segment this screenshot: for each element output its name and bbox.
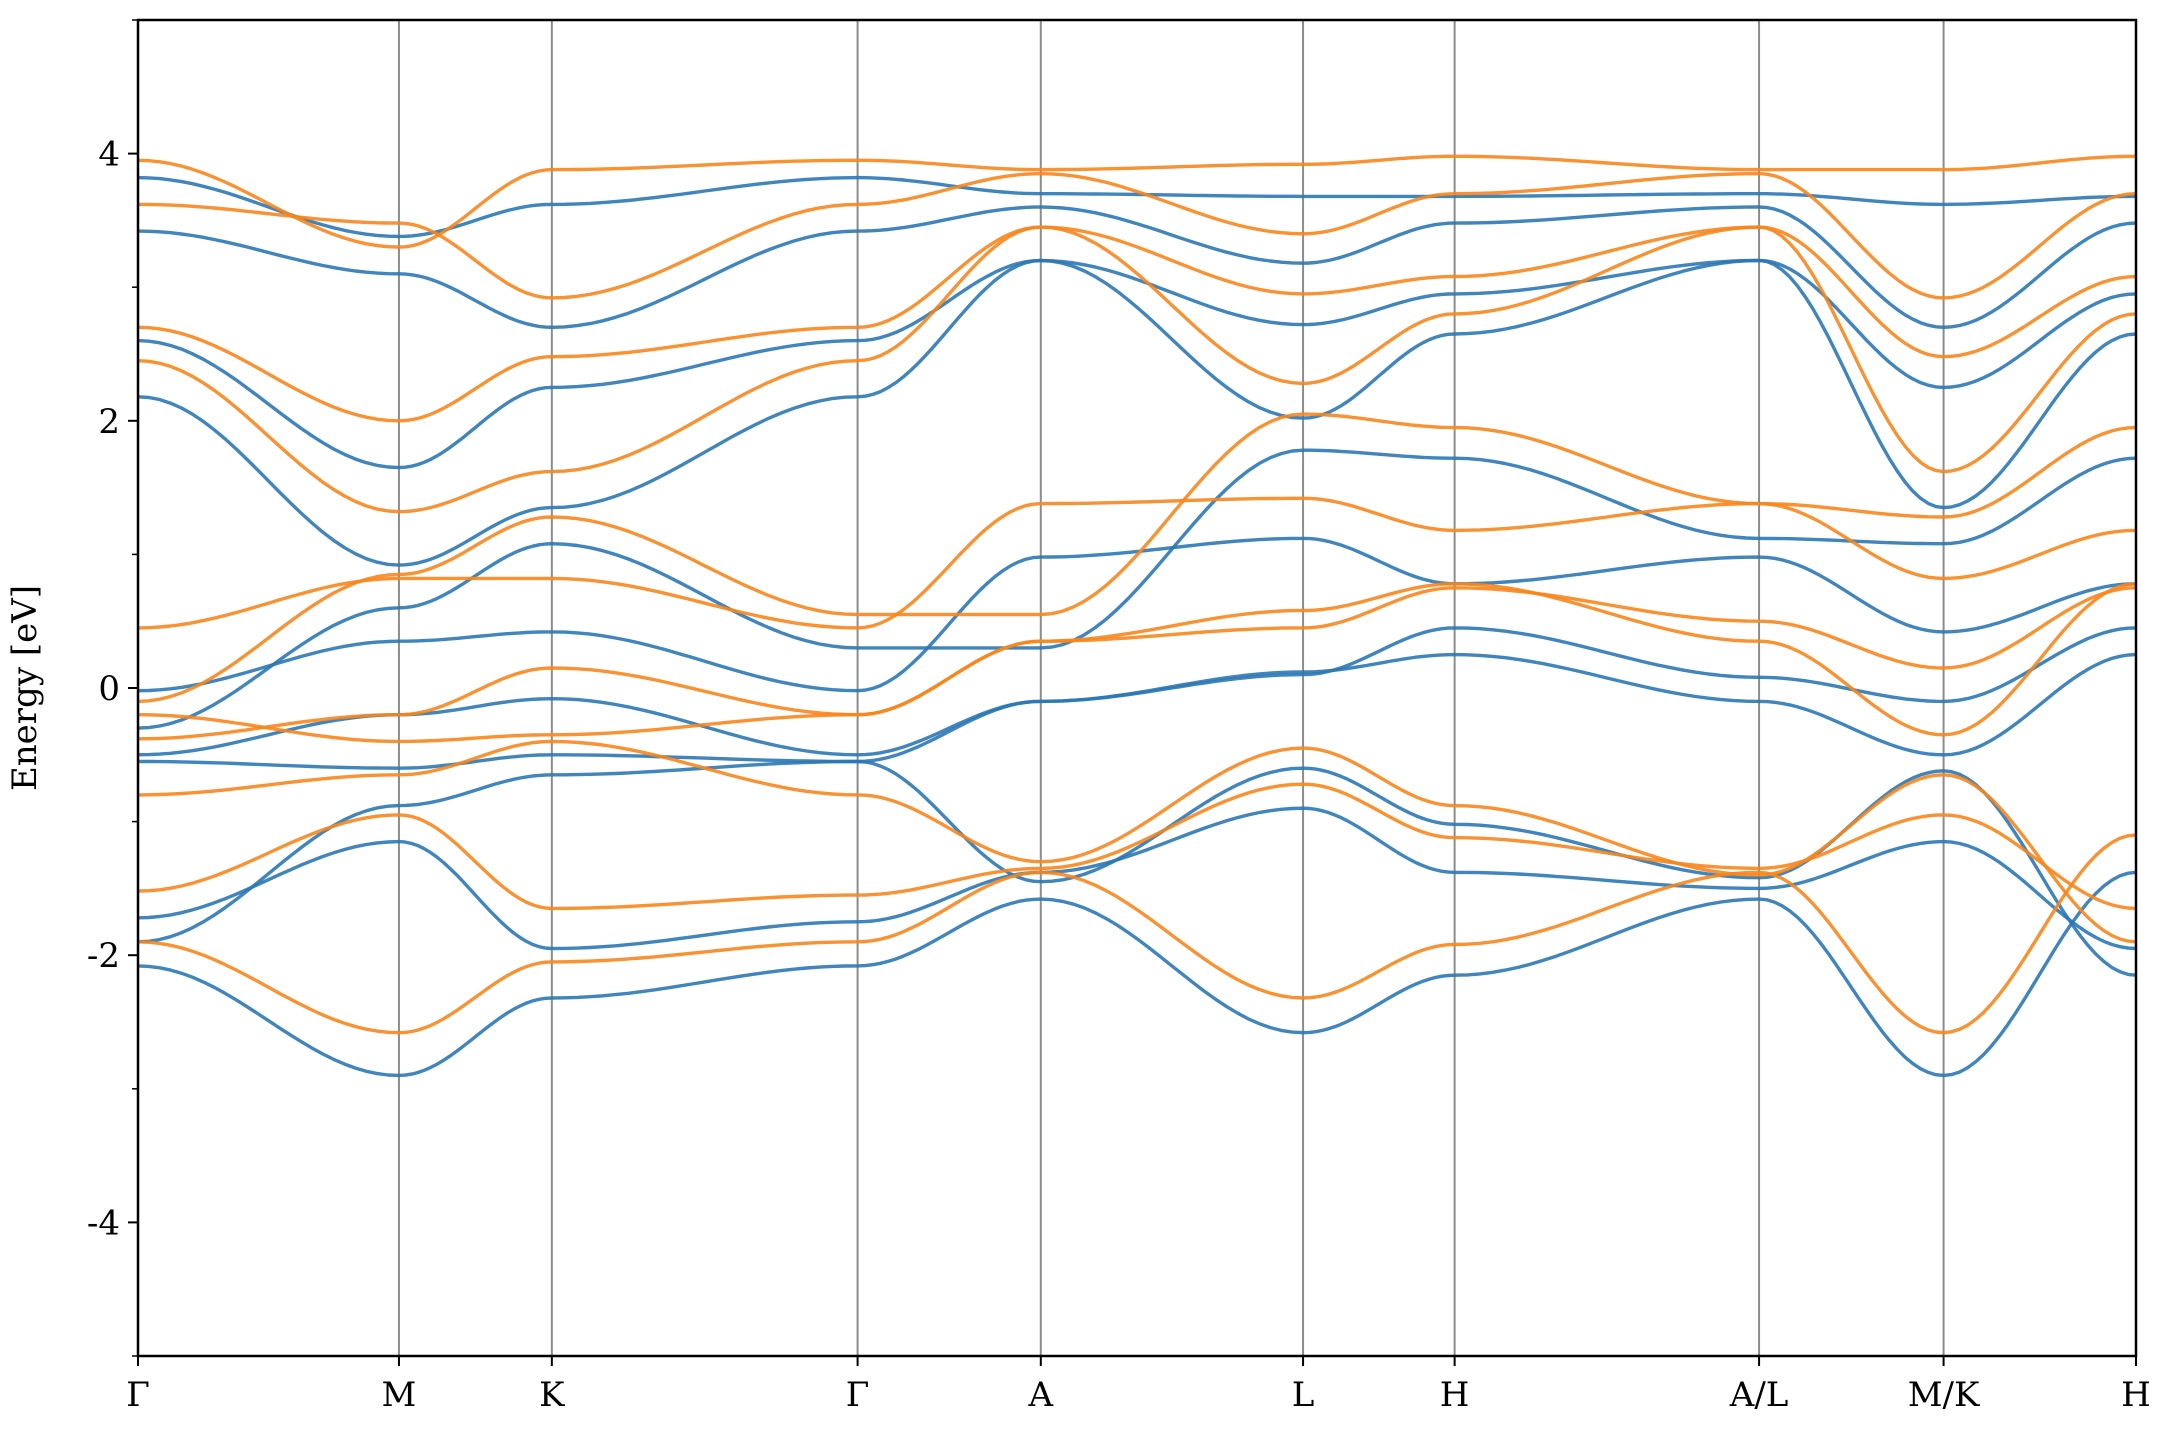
band-line [138,759,2136,977]
band-lines [138,154,2136,1078]
y-axis: -4 -2 0 2 4 [87,19,138,1357]
band-line [138,205,2136,329]
y-tick-label: 4 [98,135,120,175]
x-tick-label: L [1292,1375,1315,1415]
band-line [138,582,2136,744]
x-tick-label: A [1028,1375,1054,1415]
band-line [138,833,2136,1035]
band-line [138,870,2136,1078]
band-line [138,496,2136,630]
band-line [138,739,2136,944]
band-line [138,586,2136,741]
band-line [138,225,2136,514]
band-line [138,175,2136,239]
band-line [138,171,2136,300]
x-tick-label: M [382,1375,417,1415]
band-line [138,782,2136,911]
band-line [138,258,2136,567]
x-tick-label: A/L [1729,1375,1789,1415]
band-line [138,258,2136,470]
x-tick-label: Γ [126,1375,150,1415]
y-tick-label: -4 [87,1203,120,1243]
x-axis: Γ M K Γ A L H A/L M/K H [126,1356,2151,1415]
band-line [138,536,2136,693]
x-tick-label: H [2121,1375,2151,1415]
x-tick-label: Γ [846,1375,870,1415]
y-axis-label: Energy [eV] [5,585,45,791]
y-tick-label: 2 [98,402,120,442]
band-line [138,806,2136,951]
x-tick-label: K [539,1375,565,1415]
x-tick-label: H [1440,1375,1470,1415]
band-line [138,225,2136,423]
band-line [138,154,2136,249]
y-tick-label: -2 [87,936,120,976]
x-tick-label: M/K [1908,1375,1980,1415]
y-tick-label: 0 [98,669,120,709]
kpoint-gridlines [397,20,1945,1356]
band-line [138,412,2136,704]
